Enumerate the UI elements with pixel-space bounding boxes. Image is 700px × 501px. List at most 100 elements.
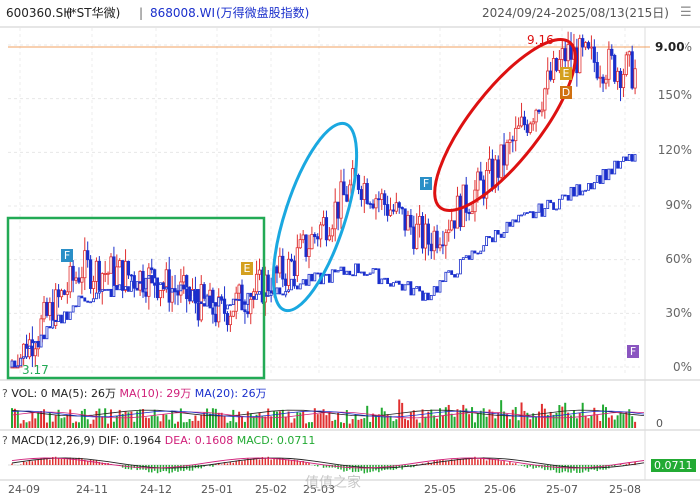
volume-bar bbox=[465, 408, 468, 428]
index-candle bbox=[39, 334, 43, 348]
stock-candle bbox=[225, 313, 230, 326]
index-candle bbox=[281, 293, 285, 296]
stock-candle bbox=[589, 46, 594, 49]
index-candle bbox=[30, 342, 34, 347]
index-candle bbox=[182, 284, 186, 290]
marker-e-2[interactable]: E bbox=[560, 67, 572, 80]
stock-candle bbox=[316, 236, 320, 240]
index-candle bbox=[80, 295, 84, 299]
index-candle bbox=[208, 295, 212, 309]
index-name[interactable]: (万得微盘股指数) bbox=[216, 6, 310, 20]
stock-candle bbox=[528, 123, 532, 133]
index-candle bbox=[458, 259, 462, 275]
stock-candle bbox=[441, 244, 445, 247]
index-candle bbox=[284, 291, 288, 296]
index-candle bbox=[406, 281, 410, 286]
stock-candle bbox=[234, 292, 238, 312]
volume-bar bbox=[622, 414, 625, 428]
volume-bar bbox=[540, 403, 543, 428]
index-candle bbox=[412, 287, 416, 296]
stock-candle bbox=[324, 217, 329, 241]
stock-candle bbox=[525, 124, 529, 133]
index-candle bbox=[63, 311, 66, 324]
volume-help-icon[interactable]: ? bbox=[2, 387, 8, 400]
index-candle bbox=[421, 290, 424, 301]
volume-bar bbox=[188, 418, 191, 428]
stock-candle bbox=[45, 301, 49, 316]
marker-f-3[interactable]: F bbox=[627, 345, 639, 358]
volume-bar bbox=[13, 408, 16, 428]
index-candle bbox=[194, 289, 197, 291]
index-candle bbox=[374, 268, 378, 270]
index-candle bbox=[298, 283, 302, 290]
volume-bar bbox=[139, 409, 142, 428]
volume-bar bbox=[334, 419, 337, 428]
volume-bar bbox=[11, 408, 13, 428]
index-candle bbox=[95, 292, 98, 300]
marker-e-1[interactable]: E bbox=[241, 262, 253, 275]
stock-candle bbox=[447, 229, 451, 234]
stock-candle bbox=[409, 214, 413, 228]
index-candle bbox=[438, 280, 442, 293]
stock-candle bbox=[438, 244, 442, 249]
volume-bar bbox=[503, 411, 506, 428]
stock-candle bbox=[583, 42, 588, 48]
marker-d[interactable]: D bbox=[560, 86, 572, 99]
macd-label: MACD(12,26,9) bbox=[11, 434, 95, 447]
index-candle bbox=[202, 303, 206, 307]
volume-bar bbox=[523, 410, 526, 428]
volume-bar bbox=[439, 408, 442, 428]
index-candle bbox=[508, 221, 512, 227]
volume-bar bbox=[345, 410, 348, 428]
stock-candle bbox=[115, 266, 119, 287]
volume-bar bbox=[307, 422, 310, 428]
index-candle bbox=[400, 283, 404, 291]
volume-bar bbox=[267, 408, 270, 428]
volume-bar bbox=[421, 409, 424, 428]
volume-bar bbox=[147, 418, 150, 428]
stock-name[interactable]: (*ST华微) bbox=[66, 6, 121, 20]
volume-bar bbox=[494, 418, 497, 428]
marker-f-1[interactable]: F bbox=[61, 249, 73, 262]
stock-candle bbox=[310, 234, 314, 250]
index-candle bbox=[575, 184, 579, 197]
stock-candle bbox=[295, 247, 299, 277]
stock-candle bbox=[257, 269, 262, 275]
index-candle bbox=[362, 271, 366, 276]
index-symbol[interactable]: 868008.WI bbox=[150, 6, 216, 20]
low-price-label: 3.17 bbox=[22, 363, 49, 377]
stock-candle bbox=[129, 274, 133, 277]
index-candle bbox=[176, 290, 180, 293]
stock-candle bbox=[540, 109, 544, 113]
volume-bar bbox=[389, 415, 392, 428]
stock-candle bbox=[490, 158, 495, 188]
stock-candle bbox=[202, 284, 206, 299]
menu-icon[interactable]: ☰ bbox=[680, 5, 692, 20]
stock-candle bbox=[511, 139, 515, 142]
stock-candle bbox=[484, 170, 489, 199]
volume-bar bbox=[561, 406, 564, 428]
high-price-label: 9.16 bbox=[527, 33, 554, 47]
stock-candle bbox=[158, 290, 163, 299]
index-candle bbox=[290, 278, 293, 291]
volume-bar bbox=[92, 419, 95, 428]
stock-candle bbox=[65, 291, 69, 295]
stock-candle bbox=[284, 278, 288, 286]
index-candle bbox=[389, 283, 392, 287]
volume-bar bbox=[415, 419, 418, 428]
volume-bar bbox=[168, 419, 171, 428]
volume-bar bbox=[299, 412, 302, 428]
volume-bar bbox=[43, 409, 46, 428]
volume-bar bbox=[529, 419, 532, 428]
volume-bar bbox=[374, 416, 377, 428]
volume-bar bbox=[348, 423, 351, 428]
stock-candle bbox=[435, 230, 439, 249]
macd-help-icon[interactable]: ? bbox=[2, 434, 8, 447]
index-candle bbox=[191, 290, 194, 302]
stock-symbol[interactable]: 600360.SH bbox=[6, 6, 73, 20]
period-range[interactable]: 2024/09/24-2025/08/13(215日) bbox=[482, 6, 669, 20]
volume-bar bbox=[578, 412, 581, 428]
marker-f-2[interactable]: F bbox=[420, 177, 432, 190]
volume-bar bbox=[328, 412, 331, 428]
